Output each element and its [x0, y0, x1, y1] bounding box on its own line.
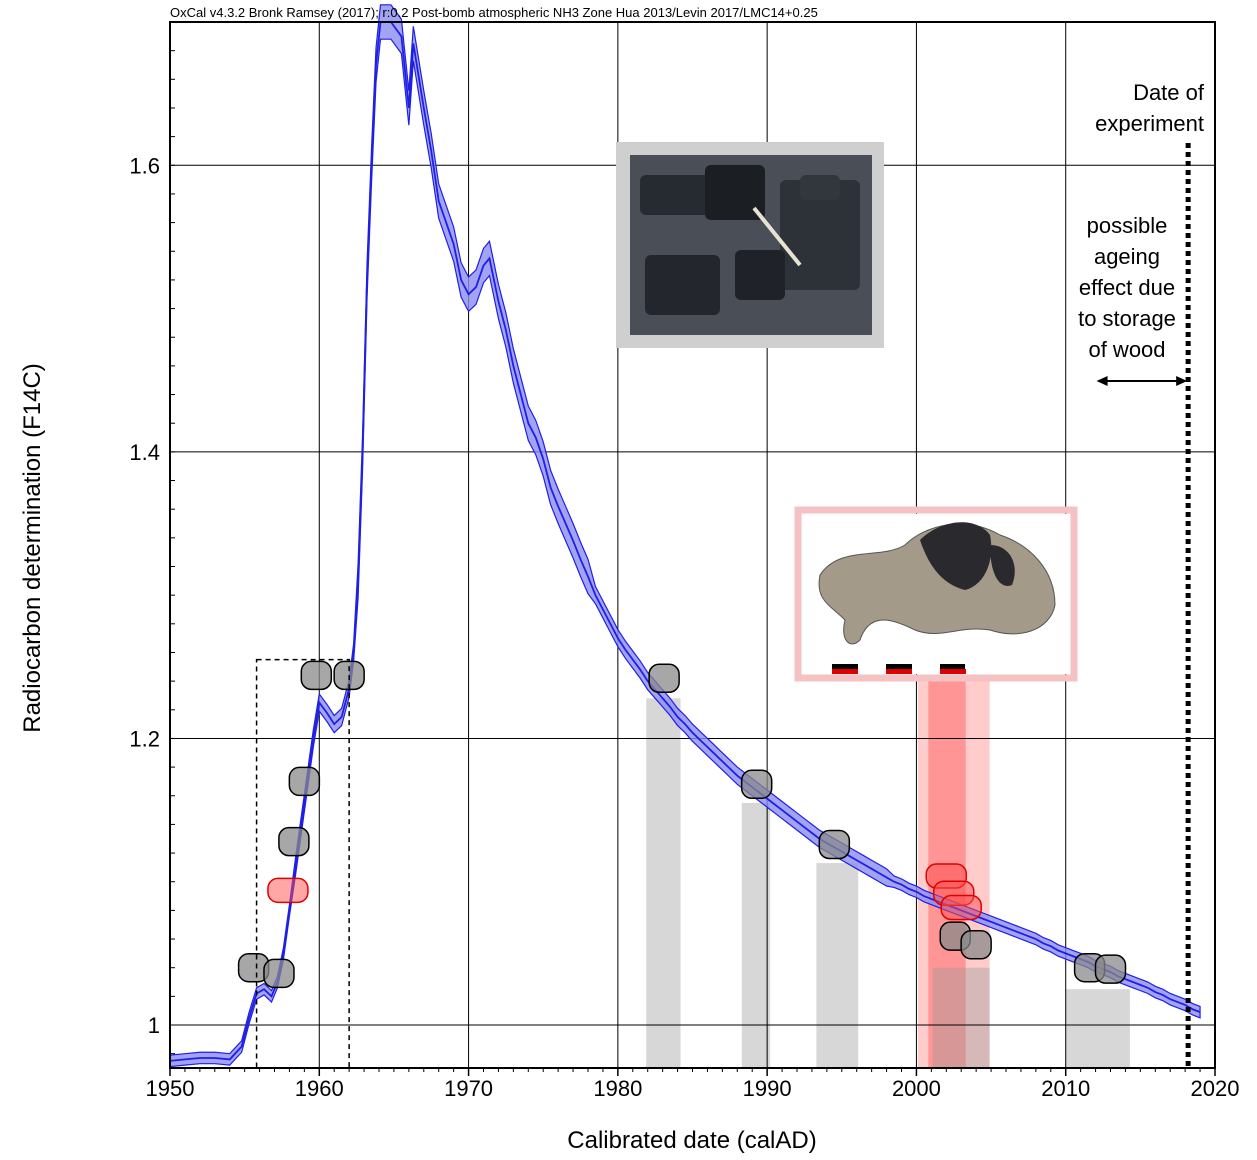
photo-scale-segment [912, 664, 940, 669]
sample-ellipse-red [267, 877, 309, 904]
y-tick-label: 1.6 [129, 153, 160, 178]
x-axis-label: Calibrated date (calAD) [567, 1127, 816, 1154]
charcoal-piece [800, 175, 840, 200]
dashed-highlight-box [255, 658, 350, 1069]
sample-ellipse-red [940, 894, 982, 921]
sample-ellipse [960, 930, 992, 960]
charcoal-piece [640, 175, 710, 215]
calibration-curve-layer [169, 4, 1201, 1068]
ageing-effect-label: ageing [1094, 244, 1160, 269]
photo-scale-segment [832, 669, 858, 674]
charcoal-piece [705, 165, 765, 220]
photo-scale-bar [832, 664, 965, 669]
ageing-effect-label: effect due [1079, 275, 1175, 300]
x-tick-label: 1970 [444, 1076, 493, 1101]
ageing-effect-label: to storage [1078, 306, 1176, 331]
sample-ellipse [818, 829, 851, 860]
calibration-curve-line [169, 21, 1201, 1062]
axes-layer: 1950 1960 1970 1980 1990 2000 2010 2020 1 1.2 1.4 1… [129, 21, 1240, 1101]
charcoal-piece [645, 255, 720, 315]
date-of-experiment-label: Date of [1133, 80, 1205, 105]
sample-ellipse [278, 826, 310, 857]
gray-range-bar [932, 967, 990, 1068]
date-of-experiment-label: experiment [1095, 111, 1204, 136]
wood-photo-frame [794, 506, 1078, 682]
burnt-patch [920, 522, 992, 590]
sample-ellipse [1094, 954, 1127, 984]
photos-layer [616, 142, 1078, 682]
photo-scale-segment [886, 669, 912, 674]
y-tick-label: 1.2 [129, 726, 160, 751]
x-tick-label: 1990 [743, 1076, 792, 1101]
chart-title: OxCal v4.3.2 Bronk Ramsey (2017); r:0.2 … [170, 5, 818, 20]
scale-stick [752, 206, 802, 267]
photo-scale-segment [858, 664, 886, 669]
arrow-head-left [1096, 376, 1108, 386]
calibration-curve-band [169, 4, 1201, 1068]
photo-scale-segment [940, 669, 966, 674]
burnt-patch [990, 545, 1015, 586]
charcoal-piece [735, 250, 785, 300]
gray-range-bar [816, 863, 859, 1068]
sample-ellipse [648, 663, 680, 694]
x-tick-label: 1960 [295, 1076, 344, 1101]
gray-range-bar [646, 698, 681, 1068]
gray-range-bar [1065, 989, 1130, 1068]
sample-ellipses-layer [237, 660, 1127, 989]
ageing-effect-label: of wood [1088, 337, 1165, 362]
gray-range-bar [741, 802, 771, 1068]
sample-ellipse [300, 660, 333, 691]
y-tick-label: 1 [148, 1013, 160, 1038]
y-tick-label: 1.4 [129, 440, 160, 465]
sample-ellipse [288, 766, 321, 797]
x-tick-label: 2000 [892, 1076, 941, 1101]
ageing-effect-label: possible [1087, 213, 1168, 238]
arrow-head-right [1176, 376, 1188, 386]
x-tick-label: 2010 [1041, 1076, 1090, 1101]
x-tick-label: 2020 [1191, 1076, 1240, 1101]
annotations-layer: Date of experiment possible ageing effect du… [255, 80, 1205, 1069]
sample-ellipse [263, 958, 295, 989]
sample-ellipse [740, 769, 773, 800]
y-axis-label: Radiocarbon determination (F14C) [19, 363, 46, 733]
x-tick-label: 1980 [593, 1076, 642, 1101]
x-tick-label: 1950 [146, 1076, 195, 1101]
